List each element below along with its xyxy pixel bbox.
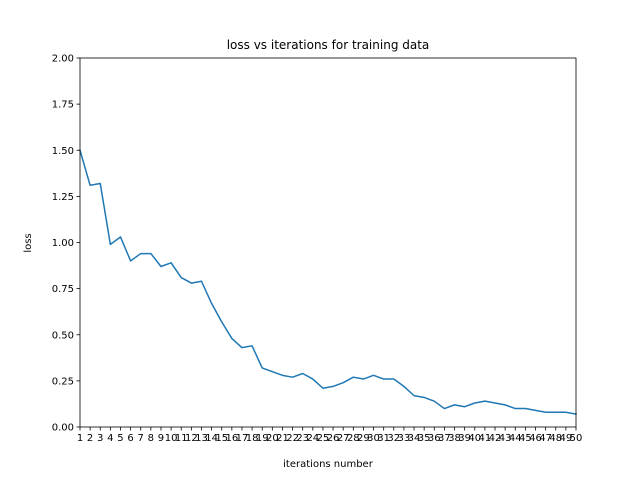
x-tick-label: 50 xyxy=(570,433,583,444)
x-tick-label: 1 xyxy=(77,433,83,444)
x-tick-label: 6 xyxy=(127,433,133,444)
x-tick-label: 9 xyxy=(158,433,164,444)
y-tick-label: 2.00 xyxy=(52,54,74,65)
y-tick-label: 0.50 xyxy=(52,330,74,341)
y-tick-label: 0.25 xyxy=(52,376,74,387)
x-tick-label: 2 xyxy=(87,433,93,444)
x-tick-label: 4 xyxy=(107,433,113,444)
y-tick-label: 0.00 xyxy=(52,423,74,434)
x-tick-label: 7 xyxy=(138,433,144,444)
y-tick-label: 1.25 xyxy=(52,192,74,203)
y-tick-label: 0.75 xyxy=(52,284,74,295)
y-tick-label: 1.00 xyxy=(52,238,74,249)
y-tick-label: 1.75 xyxy=(52,100,74,111)
chart-title: loss vs iterations for training data xyxy=(227,38,430,52)
y-tick-label: 1.50 xyxy=(52,146,74,157)
y-axis-title: loss xyxy=(23,233,34,252)
x-axis-title: iterations number xyxy=(283,459,374,470)
x-tick-label: 3 xyxy=(97,433,103,444)
x-tick-label: 5 xyxy=(117,433,123,444)
x-tick-label: 8 xyxy=(148,433,154,444)
